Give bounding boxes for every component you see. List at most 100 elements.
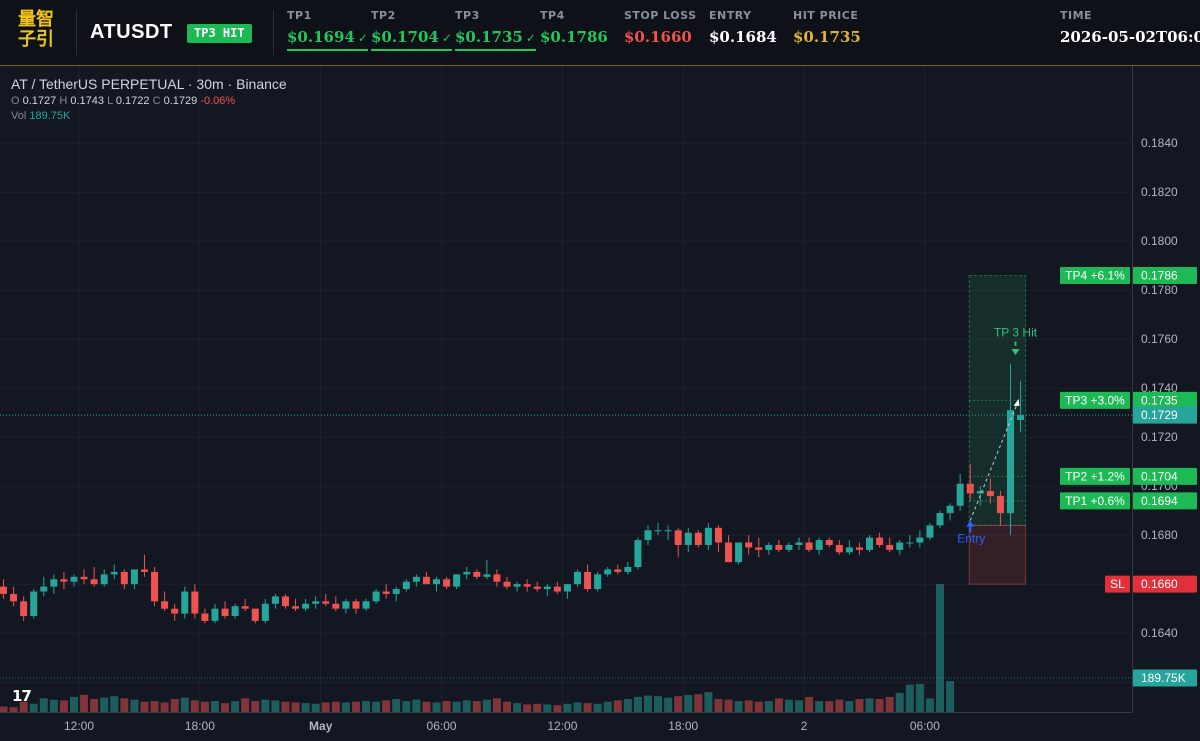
tradingview-logo: 17	[12, 687, 32, 705]
volume-bar	[19, 701, 28, 712]
stop-loss-stat: STOP LOSS $0.1660	[624, 9, 697, 46]
volume-bar	[261, 699, 270, 712]
volume-bar	[593, 703, 602, 712]
volume-bar	[563, 703, 572, 712]
candle-body	[463, 571, 471, 575]
candle-body	[241, 606, 249, 609]
volume-bar	[39, 698, 48, 712]
x-tick-label: 12:00	[547, 719, 577, 733]
x-tick-label: 06:00	[910, 719, 940, 733]
candle-body	[956, 483, 964, 506]
candle-body	[775, 544, 783, 550]
volume-bar	[795, 700, 804, 712]
volume-bar	[875, 698, 884, 712]
candle-body	[271, 596, 279, 604]
candle-body	[634, 540, 642, 568]
entry-annotation: Entry	[957, 532, 985, 546]
volume-bar	[815, 701, 824, 712]
candle-body	[412, 576, 420, 582]
volume-bar	[301, 703, 310, 712]
entry-arrow-stem	[969, 526, 972, 533]
candle-body	[402, 581, 410, 590]
low-value: 0.1722	[115, 95, 150, 107]
candle-body	[573, 571, 581, 585]
x-tick-label: 2	[801, 719, 808, 733]
candle-body	[261, 603, 269, 621]
volume-bar	[513, 703, 522, 712]
tp1-value: $0.1694	[287, 28, 355, 46]
check-icon: ✓	[441, 31, 452, 45]
stop-loss-label: STOP LOSS	[624, 9, 697, 22]
low-label: L	[107, 95, 113, 107]
price-chart[interactable]: TP 3 HitEntry0.18400.18200.18000.17800.1…	[0, 66, 1200, 741]
candle-body	[20, 601, 28, 617]
candle-body	[231, 606, 239, 617]
candle-body	[845, 547, 853, 553]
tp3-price-tag	[1133, 391, 1197, 409]
volume-bar	[69, 696, 78, 712]
volume-bar	[724, 699, 733, 712]
volume-bar	[130, 699, 139, 712]
volume-bar	[100, 697, 109, 712]
volume-bar	[553, 705, 562, 712]
hit-price-value: $0.1735	[793, 28, 861, 46]
volume-bar	[704, 692, 713, 712]
tp-hit-arrow-icon	[1011, 348, 1020, 355]
volume-bar	[200, 701, 209, 712]
volume-bar	[442, 701, 451, 712]
candle-body	[543, 586, 551, 590]
y-tick-label: 0.1720	[1141, 430, 1178, 444]
volume-bar	[573, 702, 582, 712]
tp3-tag-label: TP3 +3.0%	[1065, 393, 1125, 407]
y-tick-label: 0.1640	[1141, 626, 1178, 640]
volume-price-tag	[1133, 669, 1197, 687]
volume-bar	[734, 701, 743, 712]
candle-body	[130, 569, 138, 585]
candle-body	[785, 544, 793, 550]
volume-bar	[241, 698, 250, 712]
candle-body	[100, 574, 108, 585]
candle-body	[946, 505, 954, 514]
y-tick-label: 0.1800	[1141, 234, 1178, 248]
volume-bar	[915, 683, 924, 712]
candle-body	[674, 530, 682, 545]
candle-body	[815, 540, 823, 550]
candle-body	[171, 608, 179, 614]
volume-bar	[402, 701, 411, 712]
volume-bar	[90, 698, 99, 712]
volume-bar	[271, 700, 280, 712]
volume-bar	[805, 696, 814, 712]
volume-bar	[643, 695, 652, 712]
candle-body	[60, 579, 68, 582]
x-tick-label: 18:00	[185, 719, 215, 733]
candle-body	[392, 589, 400, 594]
volume-value: 189.75K	[29, 110, 71, 122]
volume-bar	[503, 701, 511, 712]
x-tick-label: 18:00	[668, 719, 698, 733]
tp4-tag-bg	[1060, 266, 1130, 284]
candle-body	[110, 571, 118, 575]
candle-body	[936, 513, 944, 526]
hit-price-stat: HIT PRICE $0.1735	[793, 9, 861, 46]
tp3-value: $0.1735	[455, 28, 523, 46]
candle-body	[503, 581, 511, 587]
tp4-label: TP4	[540, 9, 565, 22]
high-value: 0.1743	[70, 95, 105, 107]
candle-body	[30, 591, 38, 617]
volume-bar	[462, 700, 471, 712]
volume-bar	[492, 698, 501, 712]
volume-bar	[684, 694, 693, 712]
candle-body	[906, 542, 914, 544]
tp1-underline	[287, 49, 368, 51]
sl-price-tag	[1133, 575, 1197, 593]
volume-bar	[80, 694, 89, 712]
candle-body	[986, 491, 994, 496]
candle-body	[523, 584, 531, 587]
candle-body	[342, 601, 350, 609]
candle-body	[40, 586, 48, 592]
candle-body	[251, 608, 259, 621]
tp4-tag-label: TP4 +6.1%	[1065, 268, 1125, 282]
candle-body	[896, 542, 904, 550]
tp1-price-tag	[1133, 492, 1197, 510]
volume-bar	[281, 701, 290, 712]
